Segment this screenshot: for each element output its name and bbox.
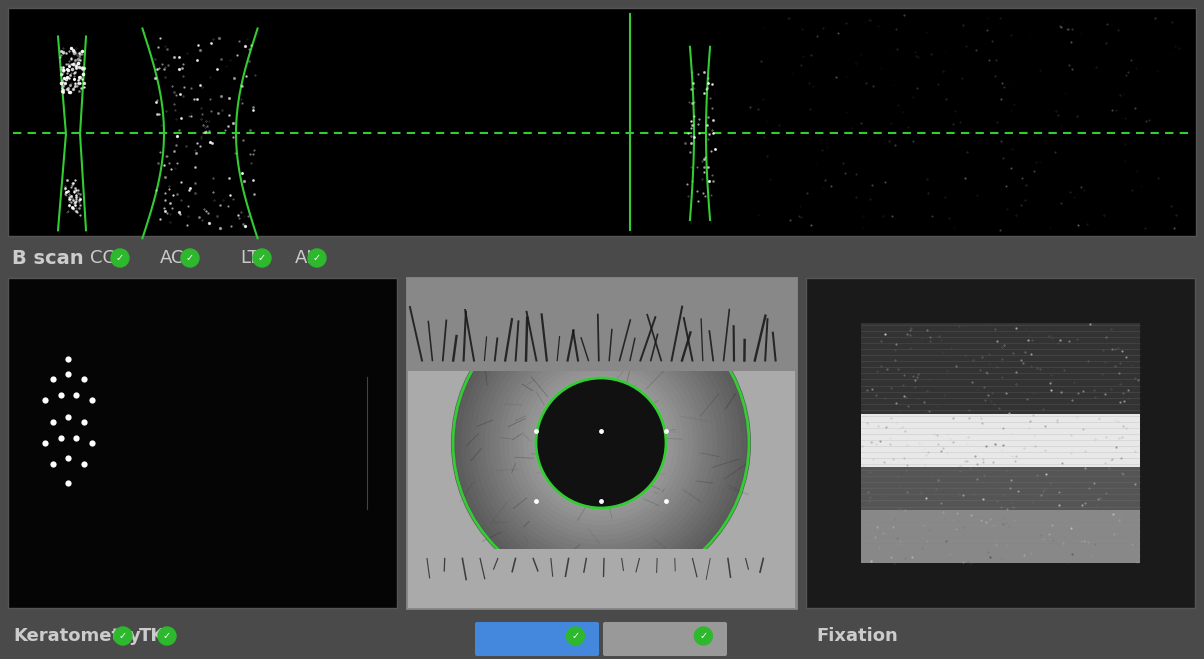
Circle shape [553,394,650,492]
Text: Sclera: Sclera [635,627,698,645]
Text: Fixation: Fixation [816,627,898,645]
Circle shape [538,380,665,506]
Circle shape [586,428,615,458]
Circle shape [557,399,645,487]
Circle shape [536,378,666,508]
Bar [407,278,796,608]
Circle shape [471,312,732,574]
Circle shape [181,249,199,267]
Text: LT: LT [240,249,259,267]
Text: TK: TK [138,627,165,645]
Circle shape [480,322,722,564]
Circle shape [509,351,694,535]
Bar [8,278,397,608]
Circle shape [582,423,620,463]
Bar [861,415,1140,467]
Circle shape [567,409,636,477]
Circle shape [533,375,669,511]
Text: ✓: ✓ [119,631,128,641]
Text: ✓: ✓ [572,631,579,641]
Bar [861,467,1140,510]
Circle shape [114,627,132,645]
Text: ✓: ✓ [258,253,266,263]
Circle shape [529,370,674,516]
Circle shape [566,627,584,645]
Circle shape [695,627,713,645]
Circle shape [111,249,129,267]
Bar [805,278,1196,608]
Bar [861,323,1140,415]
Circle shape [466,308,737,579]
Circle shape [591,433,610,453]
Circle shape [504,346,698,540]
Circle shape [456,298,746,588]
Text: ✓: ✓ [313,253,321,263]
Circle shape [452,293,751,593]
Circle shape [514,356,689,530]
Circle shape [476,317,727,569]
Circle shape [543,385,660,501]
Circle shape [548,389,655,496]
Circle shape [461,302,742,583]
Circle shape [490,331,713,554]
FancyBboxPatch shape [476,622,600,656]
Text: B scan: B scan [12,248,83,268]
Circle shape [253,249,271,267]
Circle shape [158,627,176,645]
Text: CCT: CCT [90,249,126,267]
Circle shape [485,327,718,559]
Text: ✓: ✓ [163,631,171,641]
Text: AL: AL [295,249,318,267]
FancyBboxPatch shape [408,548,795,608]
FancyBboxPatch shape [408,279,795,372]
Text: ✓: ✓ [116,253,124,263]
Text: ✓: ✓ [700,631,708,641]
Bar [8,8,1196,236]
FancyBboxPatch shape [603,622,727,656]
Text: Keratometry: Keratometry [13,627,141,645]
Text: ACD: ACD [160,249,199,267]
Text: ✓: ✓ [185,253,194,263]
Bar [408,279,795,607]
Bar [861,323,1140,563]
Circle shape [500,341,703,545]
Text: WTW: WTW [523,627,574,645]
Circle shape [308,249,326,267]
Circle shape [562,404,641,482]
Circle shape [577,418,626,467]
Circle shape [495,337,708,550]
Circle shape [524,365,679,521]
Circle shape [572,414,631,473]
Circle shape [519,360,684,525]
